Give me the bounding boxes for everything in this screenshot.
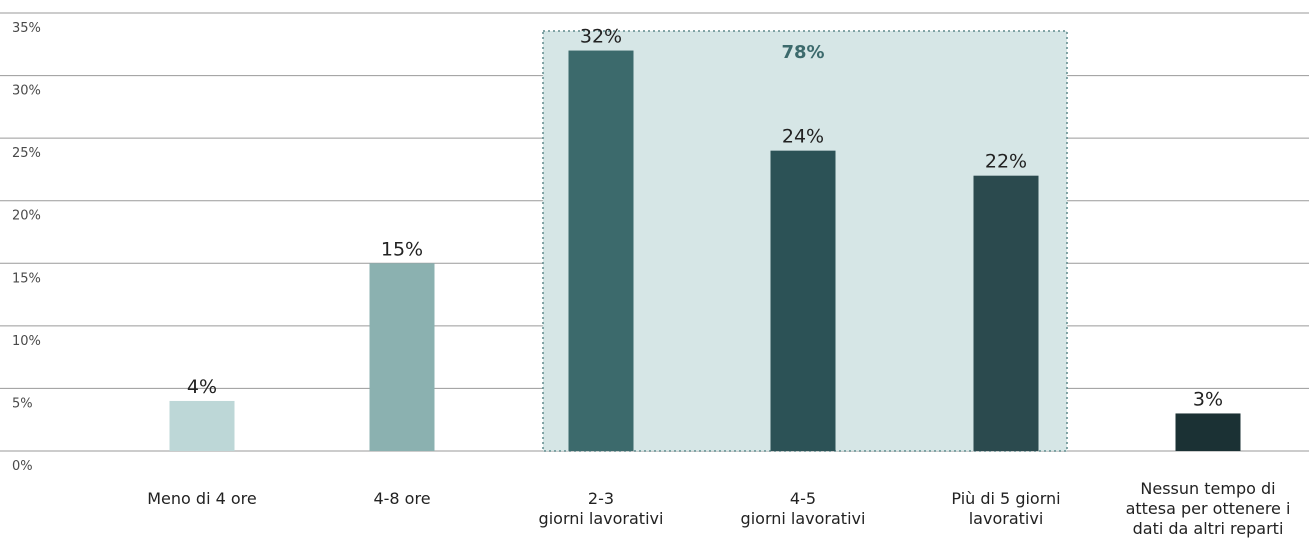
y-tick-label: 25% — [12, 146, 41, 161]
highlight-total-label: 78% — [781, 42, 824, 63]
y-axis-ticks: 0% 5% 10% 15% 20% 25% 30% 35% — [12, 21, 41, 474]
x-axis-labels: Meno di 4 ore 4-8 ore 2-3 giorni lavorativi… — [147, 479, 1290, 538]
y-tick-label: 15% — [12, 271, 41, 286]
bar — [1175, 413, 1241, 451]
data-label: 22% — [985, 151, 1027, 173]
x-tick-label: Meno di 4 ore — [147, 489, 256, 508]
data-label: 4% — [187, 376, 217, 398]
y-tick-label: 5% — [12, 396, 33, 411]
data-label: 24% — [782, 126, 824, 148]
value-labels: 4% 15% 32% 24% 22% 3% — [187, 26, 1223, 411]
x-tick-label: 4-5 giorni lavorativi — [741, 489, 866, 528]
bar — [568, 50, 634, 452]
bar — [369, 263, 435, 451]
data-label: 32% — [580, 26, 622, 48]
y-tick-label: 35% — [12, 21, 41, 36]
x-tick-label: Nessun tempo di attesa per ottenere i dati… — [1126, 479, 1291, 538]
data-label: 15% — [381, 238, 423, 260]
y-tick-label: 20% — [12, 209, 41, 224]
x-tick-label: Più di 5 giorni lavorativi — [951, 489, 1060, 528]
bar — [770, 150, 836, 451]
x-tick-label: 4-8 ore — [373, 489, 430, 508]
bar — [973, 175, 1039, 451]
x-tick-label: 2-3 giorni lavorativi — [539, 489, 664, 528]
bar — [169, 400, 235, 451]
y-tick-label: 10% — [12, 334, 41, 349]
y-tick-label: 0% — [12, 459, 33, 474]
bars — [169, 50, 1241, 452]
data-label: 3% — [1193, 388, 1223, 410]
y-tick-label: 30% — [12, 84, 41, 99]
